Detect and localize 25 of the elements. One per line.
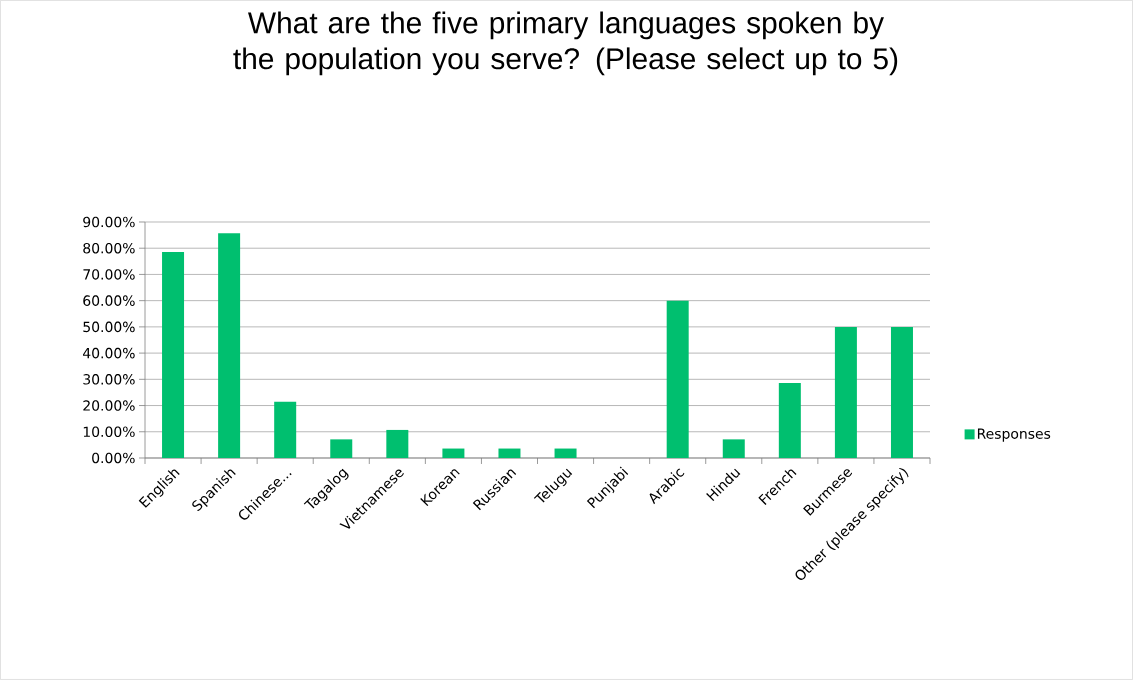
bar (722, 439, 745, 458)
bar (834, 326, 857, 458)
bar (498, 448, 521, 458)
bar (778, 382, 801, 458)
bar (386, 429, 409, 458)
legend-label: Responses (977, 428, 1051, 442)
y-tick-label: 40.00% (83, 347, 135, 359)
y-tick-label: 90.00% (83, 216, 135, 228)
y-tick-label: 30.00% (83, 374, 135, 385)
chart-title: What are the five primary languages spoken by the population you serve? (Please select up to 5) (233, 11, 898, 76)
bar (666, 300, 689, 458)
y-tick-label: 50.00% (83, 321, 135, 333)
y-tick-label: 10.00% (83, 426, 135, 438)
bar (162, 251, 185, 458)
bar (554, 448, 577, 458)
y-tick-label: 70.00% (83, 269, 135, 280)
bar (890, 326, 913, 458)
y-tick-label: 20.00% (83, 400, 135, 411)
bar (442, 448, 465, 458)
y-tick-label: 0.00% (92, 452, 135, 464)
y-tick-label: 60.00% (83, 295, 135, 306)
bar (218, 233, 241, 458)
bar (274, 401, 297, 458)
bar (330, 439, 353, 458)
y-tick-label: 80.00% (83, 242, 135, 254)
